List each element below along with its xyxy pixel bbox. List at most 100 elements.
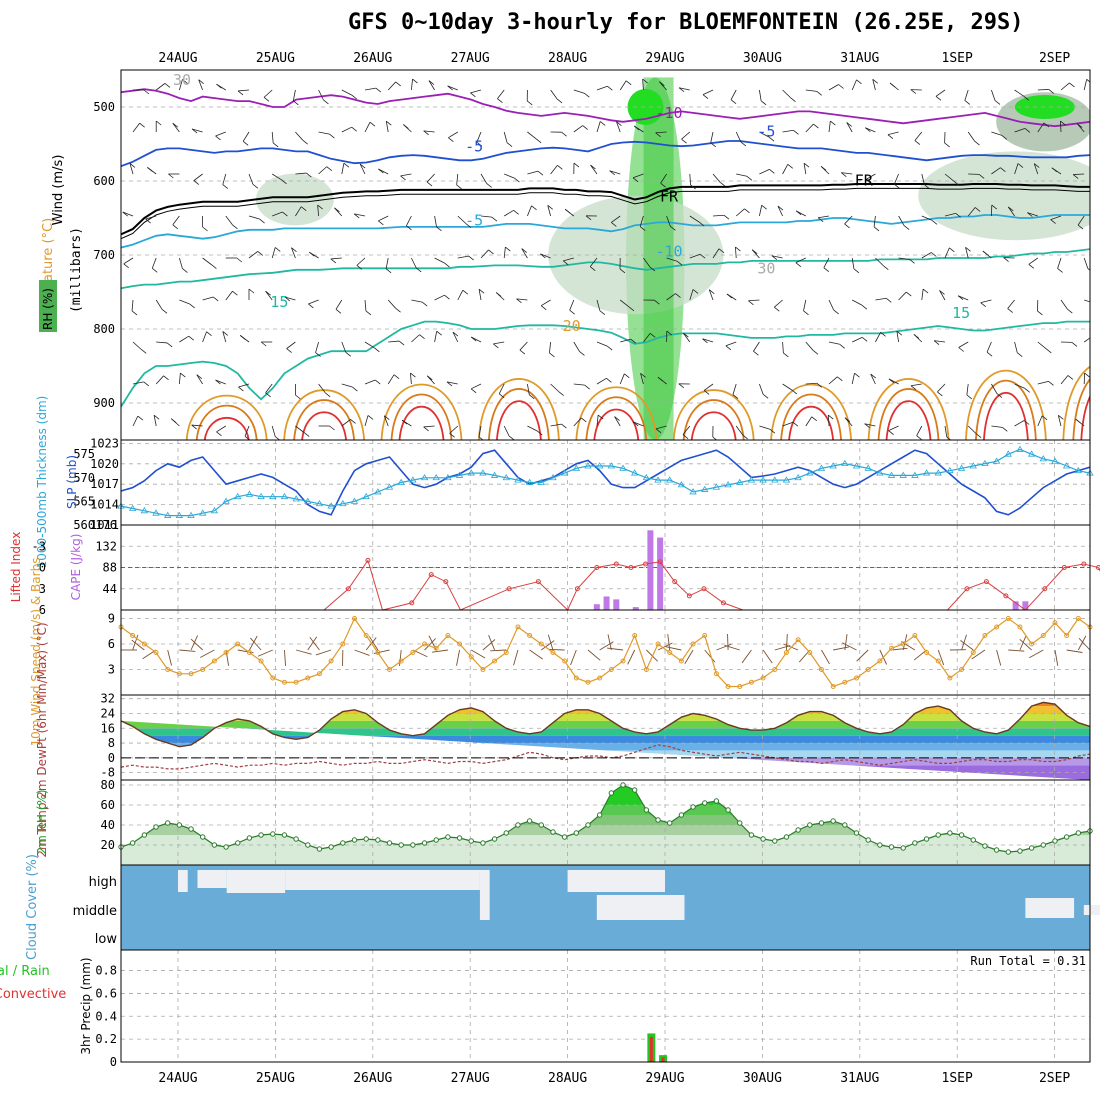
surface-wind-barb [961, 634, 967, 651]
wind-barb [198, 79, 203, 91]
wind-barb [753, 341, 760, 352]
wind-barb [828, 299, 835, 311]
isotherm-warm [1062, 365, 1090, 440]
wind-barb [179, 79, 183, 91]
cape-bar [647, 530, 654, 610]
wind-barb-flag [625, 80, 632, 86]
wind-speed-marker [351, 616, 357, 621]
wind-barb-flag [1071, 342, 1078, 347]
wind-barb-flag [1037, 310, 1043, 316]
wind-barb [846, 122, 853, 133]
wind-barb [265, 290, 273, 301]
isotherm-line [121, 183, 1090, 236]
wind-barb-flag [211, 264, 217, 269]
wind-barb [864, 423, 876, 427]
wind-barb [725, 341, 737, 347]
surface-wind-barb [471, 649, 486, 659]
wind-barb-flag [248, 288, 255, 294]
rh-marker [421, 840, 428, 846]
wind-barb [179, 257, 183, 269]
wind-barb-flag [216, 431, 222, 437]
wind-barb [216, 425, 227, 433]
wind-barb [478, 425, 482, 437]
wind-speed-marker [293, 679, 299, 685]
isotherm-line [121, 248, 1090, 290]
surface-wind-barb [842, 642, 857, 651]
wind-barb-flag [315, 352, 321, 357]
wind-barb-flag [994, 100, 1001, 105]
wind-barb-flag [975, 433, 982, 438]
y-tick-label: 570 [73, 471, 95, 485]
wind-barb-flag [812, 349, 819, 355]
surface-wind-barb [1054, 649, 1059, 666]
surface-wind-barb [1019, 638, 1032, 651]
wind-barb [898, 291, 907, 301]
wind-barb-flag [922, 288, 929, 294]
wind-barb [573, 125, 583, 133]
wind-barb-flag [655, 428, 662, 434]
thickness-marker [537, 478, 545, 485]
slp-line [120, 449, 1091, 516]
rh-marker [410, 842, 416, 848]
wind-barb-flag [447, 85, 453, 91]
isotherm-warm [496, 400, 542, 440]
thickness-marker [584, 462, 592, 469]
wind-barb [449, 425, 459, 434]
wind-barb [640, 373, 644, 385]
wind-barb [470, 89, 482, 94]
surface-wind-barb [354, 649, 370, 656]
panel-label: 2m RH (%) [35, 789, 49, 854]
wind-barb-flag [955, 213, 961, 218]
wind-speed-marker [947, 675, 953, 681]
rh-marker [678, 812, 685, 818]
wind-barb-flag [889, 82, 896, 88]
thickness-marker [794, 474, 802, 481]
wind-barb [434, 215, 437, 227]
rh-marker [1017, 848, 1023, 854]
wind-barb [619, 299, 630, 308]
rh-marker [947, 830, 953, 836]
y-tick-label: 560 [73, 518, 95, 532]
rh-marker [363, 836, 369, 842]
wind-barb-flag [257, 251, 264, 256]
wind-barb [957, 295, 969, 301]
y-tick-label: 500 [93, 100, 115, 114]
wind-barb [805, 382, 817, 385]
surface-wind-barb [599, 641, 614, 651]
wind-barb [263, 89, 273, 98]
thickness-marker [327, 502, 335, 509]
wind-barb-flag [540, 305, 547, 310]
thickness-marker [222, 497, 230, 504]
surface-wind-barb [250, 637, 262, 651]
rh-marker [491, 836, 498, 842]
thickness-marker [385, 483, 394, 490]
wind-barb-flag [599, 310, 606, 315]
wind-barb-flag [606, 345, 613, 351]
wind-barb [803, 163, 807, 175]
thickness-marker [257, 492, 265, 500]
wind-barb [870, 373, 876, 385]
wind-barb [1037, 341, 1047, 350]
date-label-top: 26AUG [353, 51, 392, 66]
y-tick-label: 16 [101, 721, 115, 735]
wind-barb-flag [933, 340, 940, 345]
thickness-marker [701, 485, 709, 492]
thickness-marker [771, 476, 779, 483]
wind-barb [573, 383, 585, 386]
contour-label: -5 [465, 137, 483, 155]
cloud-layer-label: high [89, 875, 117, 890]
cape-tick-label: 176 [95, 518, 117, 532]
wind-barb-flag [378, 220, 384, 226]
rh-marker [748, 832, 755, 838]
wind-barb [777, 205, 783, 217]
wind-barb [805, 341, 814, 351]
wind-barb-flag [935, 95, 942, 101]
wind-barb-flag [265, 290, 271, 296]
rh-marker [970, 837, 976, 843]
wind-barb [782, 341, 784, 354]
rh-marker [725, 807, 731, 813]
isotherm-warm [1072, 378, 1090, 440]
wind-barb [354, 213, 366, 217]
wind-barb [295, 131, 304, 141]
wind-barb-flag [260, 341, 267, 347]
